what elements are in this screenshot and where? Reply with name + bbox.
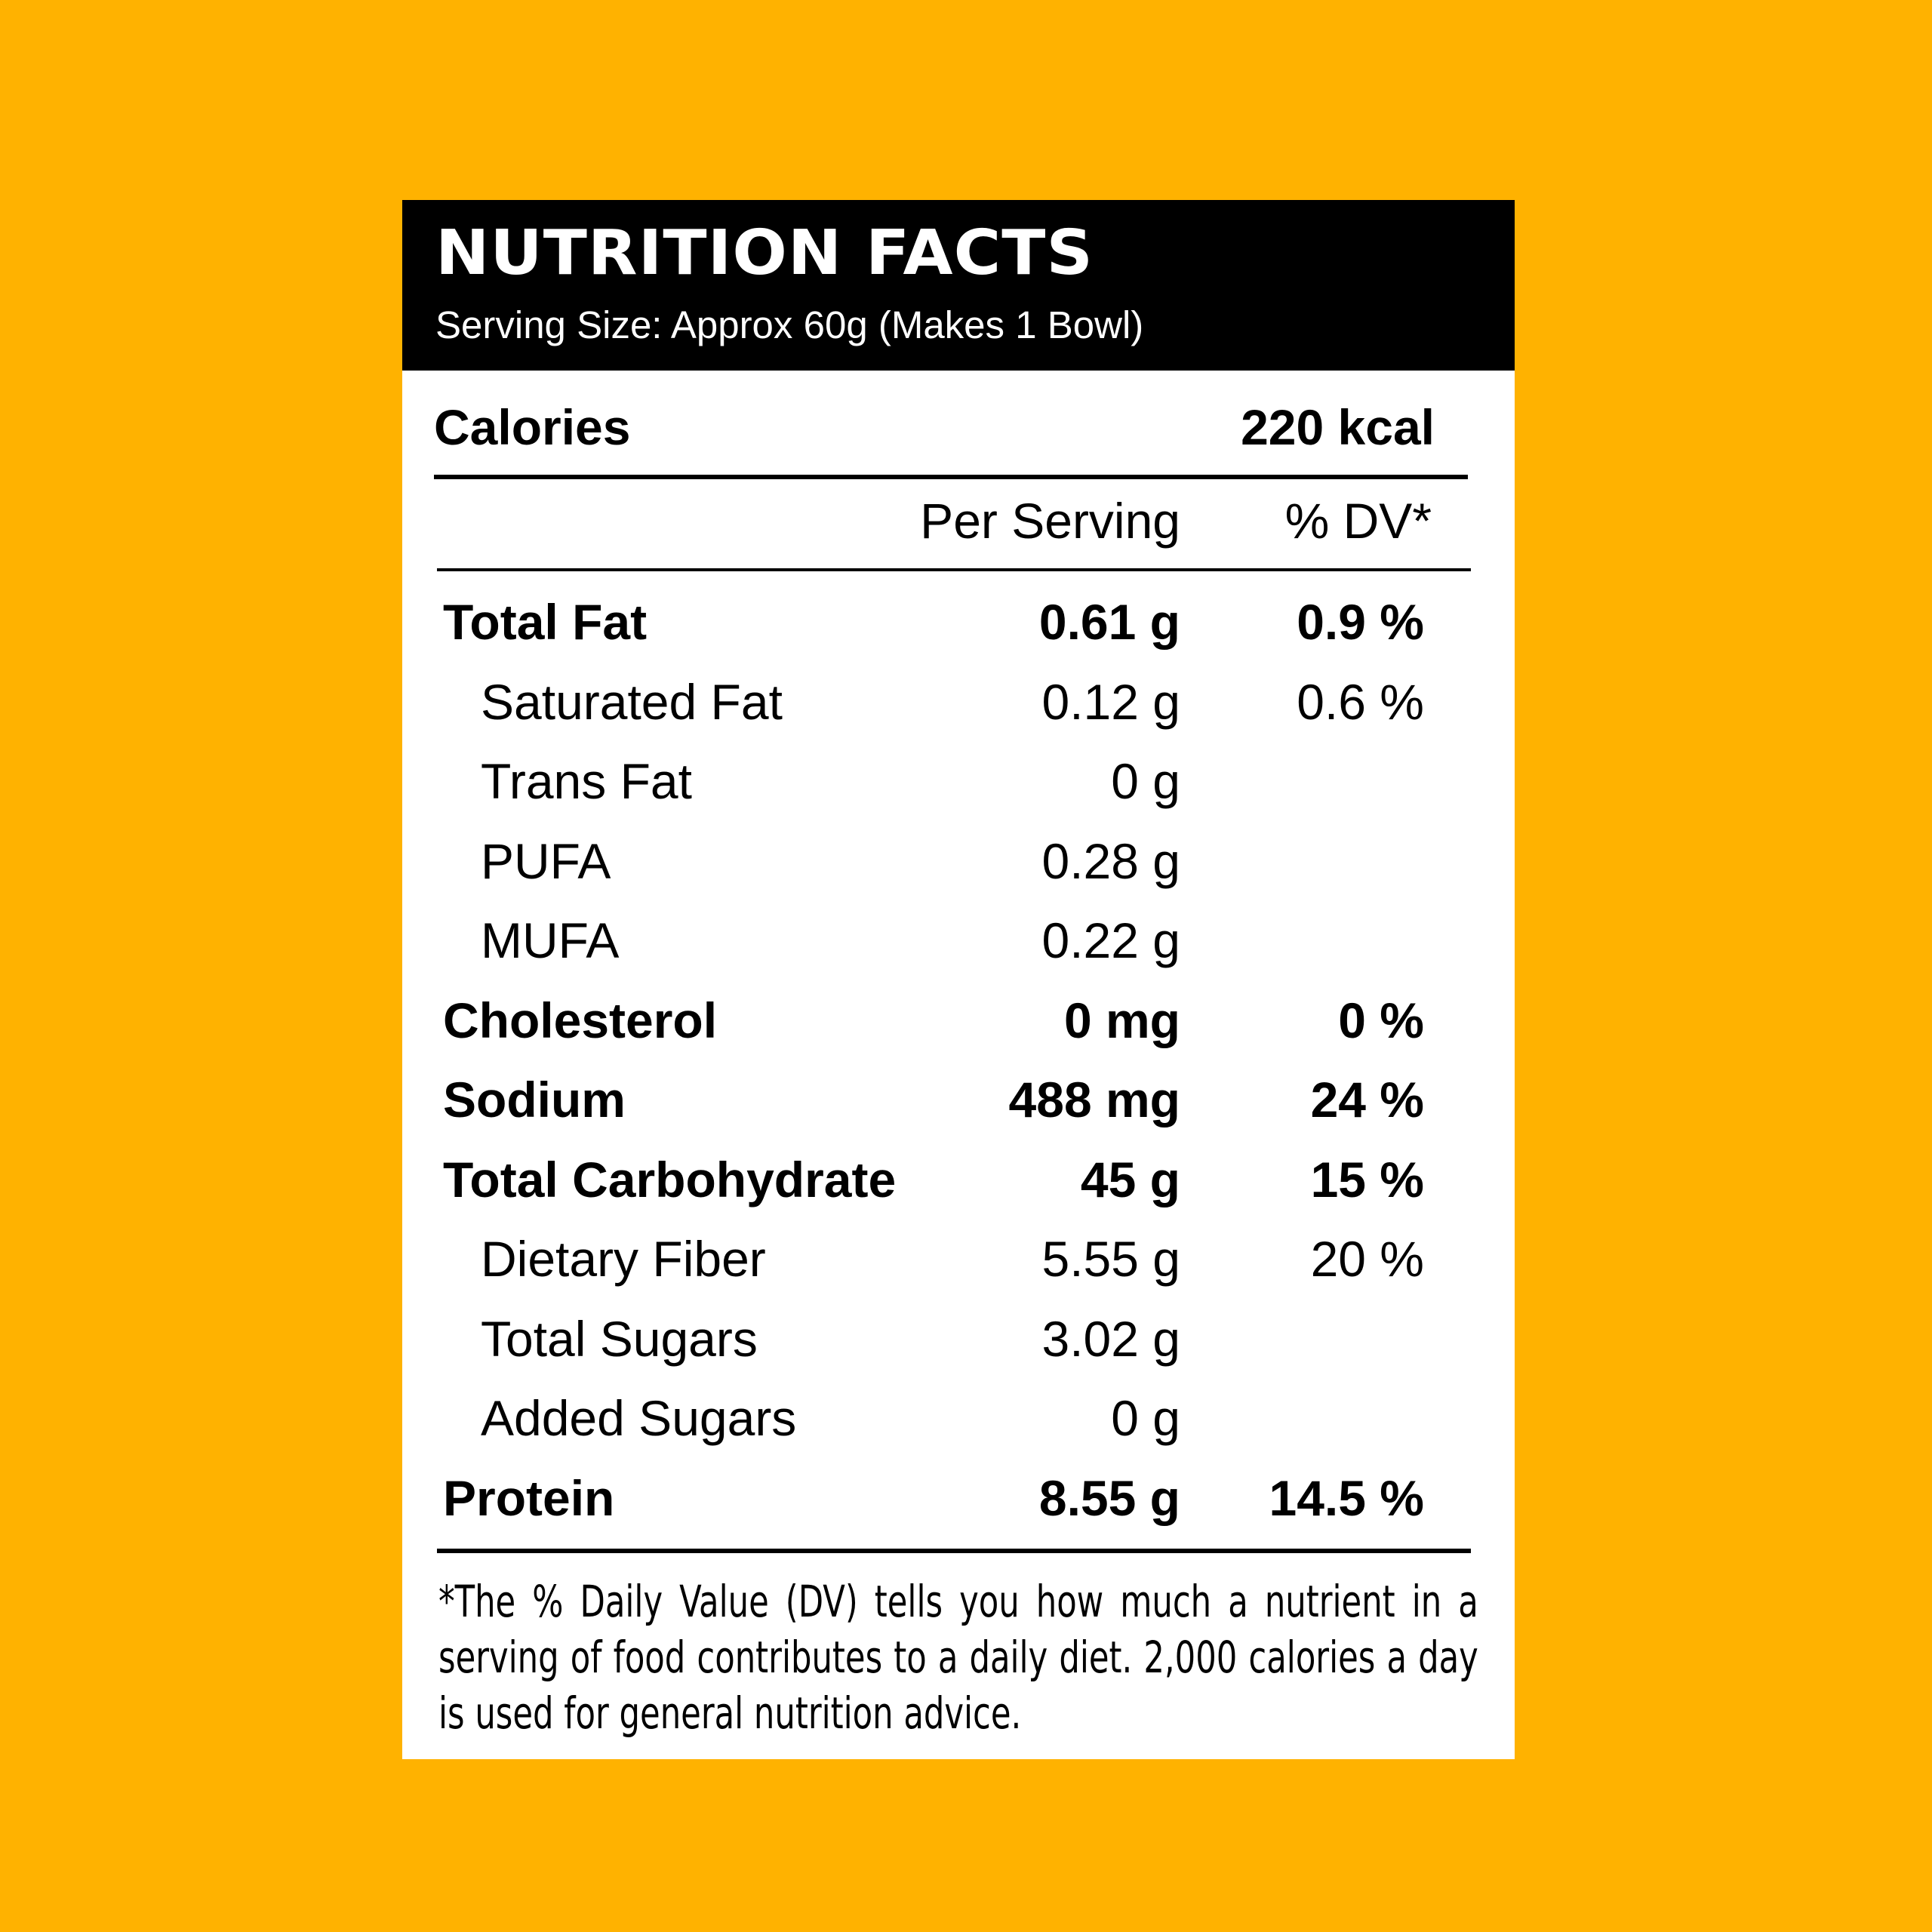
nutrient-amount: 488 mg	[1008, 1072, 1180, 1128]
nutrient-amount: 0 g	[1111, 1390, 1180, 1446]
nutrient-amount: 45 g	[1080, 1151, 1180, 1208]
nutrient-row: Trans Fat 0 g	[402, 756, 1515, 836]
nutrient-name: MUFA	[481, 912, 620, 968]
header-divider	[437, 568, 1471, 571]
nutrient-row: Added Sugars 0 g	[402, 1393, 1515, 1473]
nutrient-row: Total Fat 0.61 g 0.9 %	[402, 597, 1515, 677]
nutrient-amount: 0 g	[1111, 753, 1180, 809]
dv-footnote: *The % Daily Value (DV) tells you how mu…	[438, 1576, 1478, 1739]
bottom-divider	[437, 1549, 1471, 1553]
nutrient-dv: 15 %	[1310, 1151, 1424, 1208]
nutrient-row: Total Sugars 3.02 g	[402, 1314, 1515, 1394]
nutrient-name: Protein	[443, 1469, 615, 1526]
calories-value: 220 kcal	[1241, 399, 1435, 455]
nutrient-name: PUFA	[481, 832, 611, 889]
nutrient-dv: 20 %	[1310, 1231, 1424, 1287]
nutrient-row: Cholesterol 0 mg 0 %	[402, 995, 1515, 1075]
nutrient-amount: 0.61 g	[1038, 594, 1180, 650]
nutrient-row: MUFA 0.22 g	[402, 915, 1515, 995]
nutrient-name: Saturated Fat	[481, 673, 783, 730]
nutrient-row: Sodium 488 mg 24 %	[402, 1075, 1515, 1155]
nutrient-name: Sodium	[443, 1072, 626, 1128]
nutrient-dv: 0.6 %	[1297, 673, 1424, 730]
per-serving-header: Per Serving	[920, 493, 1180, 549]
nutrient-name: Total Fat	[443, 594, 648, 650]
nutrient-dv: 0 %	[1338, 992, 1424, 1048]
nutrient-amount: 0.28 g	[1041, 832, 1181, 889]
nutrient-dv: 0.9 %	[1297, 594, 1424, 650]
nutrient-dv: 24 %	[1310, 1072, 1424, 1128]
nutrient-row: Dietary Fiber 5.55 g 20 %	[402, 1234, 1515, 1314]
calories-label: Calories	[434, 399, 631, 455]
dv-header: % DV*	[1284, 493, 1432, 549]
nutrient-amount: 0.22 g	[1041, 912, 1181, 968]
nutrition-title: NUTRITION FACTS	[435, 217, 1094, 289]
nutrient-name: Total Sugars	[481, 1310, 758, 1367]
nutrition-facts-panel: NUTRITION FACTS Serving Size: Approx 60g…	[402, 200, 1515, 1759]
calories-divider	[434, 475, 1468, 479]
nutrient-row: Saturated Fat 0.12 g 0.6 %	[402, 677, 1515, 757]
nutrient-amount: 0.12 g	[1041, 673, 1181, 730]
nutrient-amount: 5.55 g	[1041, 1231, 1181, 1287]
nutrient-name: Trans Fat	[481, 753, 692, 809]
nutrient-row: Protein 8.55 g 14.5 %	[402, 1473, 1515, 1553]
nutrient-name: Cholesterol	[443, 992, 718, 1048]
nutrient-amount: 0 mg	[1063, 992, 1180, 1048]
nutrition-header: NUTRITION FACTS Serving Size: Approx 60g…	[402, 200, 1515, 371]
nutrient-row: Total Carbohydrate 45 g 15 %	[402, 1155, 1515, 1235]
nutrient-name: Total Carbohydrate	[443, 1151, 897, 1208]
nutrient-amount: 8.55 g	[1038, 1469, 1180, 1526]
nutrient-row: PUFA 0.28 g	[402, 836, 1515, 916]
nutrient-name: Added Sugars	[481, 1390, 797, 1446]
serving-size: Serving Size: Approx 60g (Makes 1 Bowl)	[435, 303, 1144, 346]
nutrient-amount: 3.02 g	[1041, 1310, 1181, 1367]
nutrient-name: Dietary Fiber	[481, 1231, 766, 1287]
nutrient-dv: 14.5 %	[1269, 1469, 1424, 1526]
